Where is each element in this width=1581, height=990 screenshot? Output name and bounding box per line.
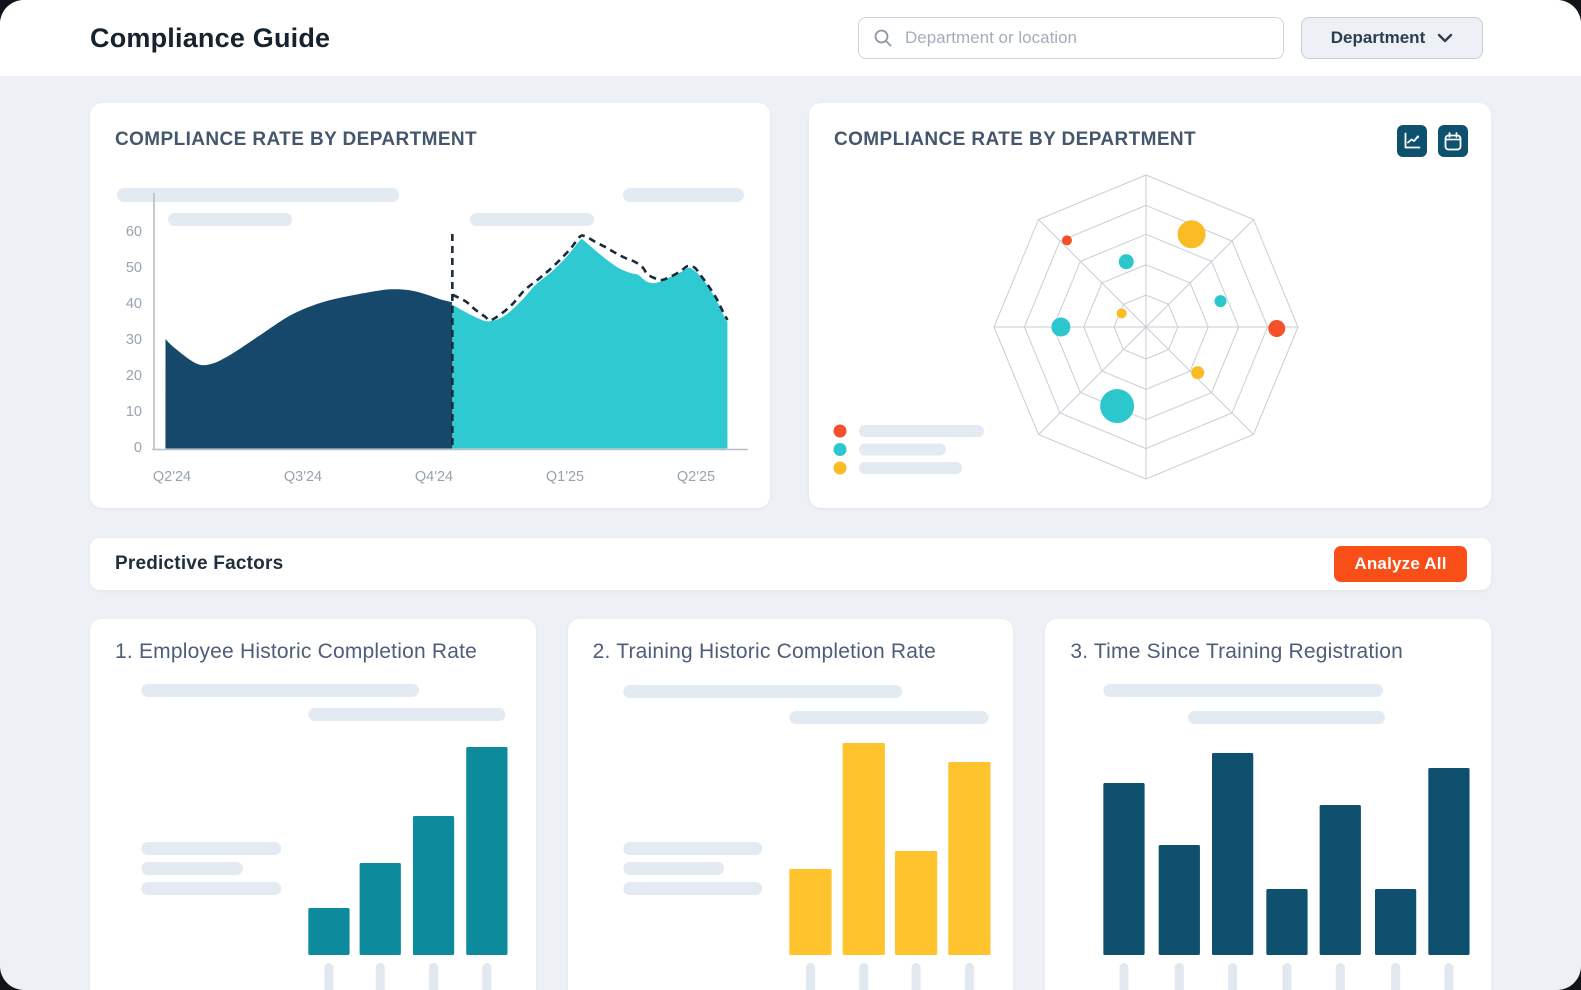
svg-text:0: 0	[134, 440, 142, 456]
analyze-all-button[interactable]: Analyze All	[1334, 546, 1467, 582]
line-chart-view-button[interactable]	[1397, 125, 1427, 157]
page-title: Compliance Guide	[90, 22, 331, 53]
factor-bar-chart-2	[568, 619, 1014, 990]
factor-card-title: 1. Employee Historic Completion Rate	[115, 640, 478, 663]
area-chart: 0 10 20 30 40 50 60 Q2'24 Q3'24 Q4'24 Q1'25 Q2'25	[90, 103, 770, 508]
svg-text:Q1'25: Q1'25	[546, 469, 584, 485]
svg-text:10: 10	[126, 404, 142, 420]
header: Compliance Guide Department	[0, 0, 1581, 76]
svg-text:Q2'24: Q2'24	[153, 469, 191, 485]
radar-chart	[809, 103, 1491, 508]
svg-text:Q4'24: Q4'24	[415, 469, 453, 485]
svg-text:Q2'25: Q2'25	[677, 469, 715, 485]
header-controls: Department	[858, 17, 1483, 59]
svg-text:50: 50	[126, 260, 142, 276]
dashboard-content: COMPLIANCE RATE BY DEPARTMENT 0 10 20 30 40 5…	[0, 103, 1581, 990]
charts-row: COMPLIANCE RATE BY DEPARTMENT 0 10 20 30 40 5…	[90, 103, 1491, 508]
svg-text:30: 30	[126, 332, 142, 348]
svg-text:40: 40	[126, 296, 142, 312]
radar-card-title: COMPLIANCE RATE BY DEPARTMENT	[834, 129, 1197, 150]
compliance-trend-card: COMPLIANCE RATE BY DEPARTMENT 0 10 20 30 40 5…	[90, 103, 770, 508]
compliance-radar-card: COMPLIANCE RATE BY DEPARTMENT	[809, 103, 1491, 508]
factor-bar-chart-3	[1045, 619, 1491, 990]
area-card-title: COMPLIANCE RATE BY DEPARTMENT	[115, 129, 478, 150]
svg-text:60: 60	[126, 224, 142, 240]
line-chart-icon	[1404, 132, 1421, 149]
factor-card-employee-historic: 1. Employee Historic Completion Rate	[90, 619, 536, 990]
department-filter-label: Department	[1330, 28, 1426, 47]
predictive-factors-bar: Predictive Factors Analyze All	[90, 538, 1491, 590]
factor-card-title: 2. Training Historic Completion Rate	[592, 640, 937, 663]
predictive-factors-title: Predictive Factors	[115, 553, 284, 574]
svg-text:20: 20	[126, 368, 142, 384]
factor-bar-chart-1	[90, 619, 536, 990]
factor-card-training-historic: 2. Training Historic Completion Rate	[567, 619, 1014, 990]
calendar-view-button[interactable]	[1438, 125, 1468, 157]
search-field[interactable]	[858, 17, 1284, 59]
department-filter-dropdown[interactable]: Department	[1301, 17, 1483, 59]
calendar-icon	[1444, 131, 1462, 150]
factor-card-time-since-registration: 3. Time Since Training Registration	[1045, 619, 1492, 990]
factor-card-title: 3. Time Since Training Registration	[1070, 640, 1403, 663]
search-icon	[874, 29, 892, 47]
svg-text:Q3'24: Q3'24	[284, 469, 322, 485]
chevron-down-icon	[1438, 33, 1453, 43]
search-input[interactable]	[903, 27, 1269, 49]
factor-cards-row: 1. Employee Historic Completion Rate 2. …	[90, 619, 1492, 990]
radar-card-actions	[1397, 125, 1468, 157]
